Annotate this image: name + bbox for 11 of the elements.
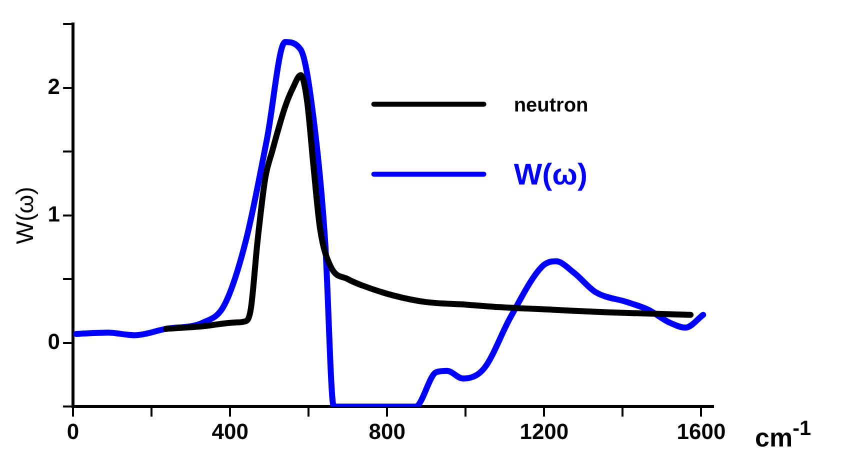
y-tick-label: 0 [48,328,60,354]
x-tick-label: 0 [66,418,80,444]
y-tick-label: 1 [48,201,60,226]
y-tick-label: 2 [48,74,60,99]
x-tick-label: 800 [368,418,406,444]
x-tick-label: 1600 [676,418,726,444]
y-axis-title: W(ω) [12,186,40,244]
x-tick-label: 400 [212,418,248,444]
x-tick-label: 1200 [520,418,569,444]
text: neutron [514,94,588,117]
legend-label: W(ω) [514,158,588,192]
